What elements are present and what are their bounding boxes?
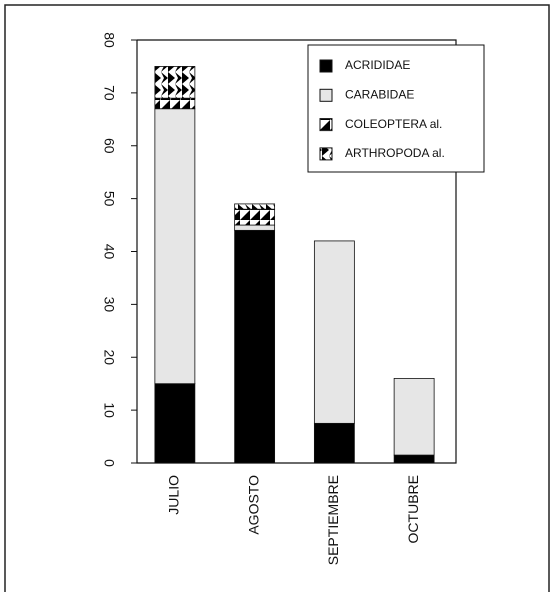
legend-label: ARTHROPODA al. [345,146,445,160]
frame [4,4,550,592]
y-tick-label: 20 [101,349,117,365]
axes [136,39,457,464]
legend-label: CARABIDAE [345,87,414,101]
x-tick-label: OCTUBRE [405,475,421,543]
bar-segment [154,383,196,464]
bar-segment [154,66,196,99]
y-tick-label: 50 [101,191,117,207]
x-tick-label: JULIO [166,475,182,515]
bar-segment [234,203,276,210]
legend-box [307,44,485,173]
legend-swatch [319,147,333,161]
bar-segment [393,454,435,464]
bar-segment [313,422,355,464]
bar-segment [393,377,435,456]
x-tick-label: SEPTIEMBRE [325,475,341,565]
y-tick-label: 30 [101,297,117,313]
legend-label: ACRIDIDAE [345,58,410,72]
y-tick-label: 0 [101,459,117,467]
y-tick-label: 80 [101,32,117,48]
bar-segment [234,229,276,464]
x-tick-label: AGOSTO [245,475,261,535]
bar-segment [234,208,276,226]
legend-swatch [319,59,333,73]
y-tick-label: 40 [101,244,117,260]
legend-swatch [319,118,333,132]
y-tick-label: 60 [101,138,117,154]
legend-swatch [319,88,333,102]
bar-segment [234,224,276,231]
legend-label: COLEOPTERA al. [345,117,442,131]
bar-segment [154,108,196,385]
bar-segment [154,97,196,110]
y-tick-label: 70 [101,85,117,101]
y-tick-label: 10 [101,402,117,418]
bar-segment [313,240,355,424]
